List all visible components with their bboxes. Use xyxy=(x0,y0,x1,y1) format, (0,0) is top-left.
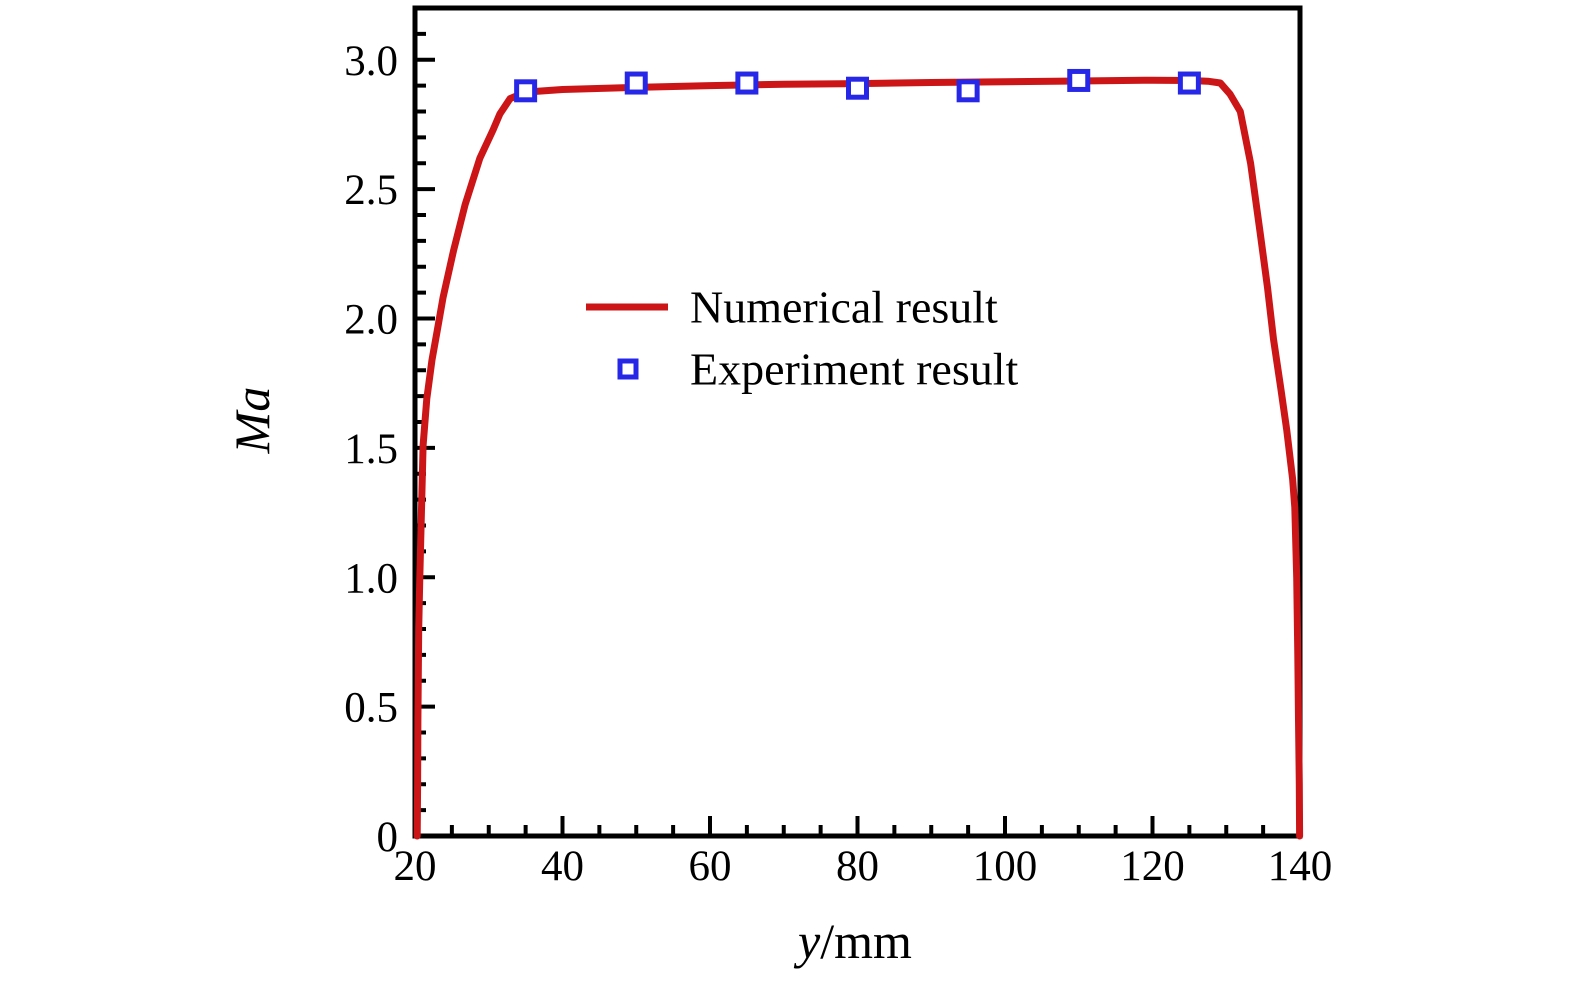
x-axis-label-variable: y xyxy=(793,913,821,969)
experiment-marker xyxy=(624,71,648,95)
y-tick-label: 3.0 xyxy=(344,38,398,85)
x-tick-labels: 20 40 60 80 100 120 140 xyxy=(394,843,1333,890)
legend-label-numerical: Numerical result xyxy=(690,282,998,333)
legend: Numerical result Experiment result xyxy=(586,282,1019,395)
experiment-marker xyxy=(1177,71,1201,95)
experiment-marker xyxy=(1067,68,1091,92)
legend-label-experiment: Experiment result xyxy=(690,344,1019,395)
x-minor-ticks xyxy=(449,825,1266,836)
experiment-marker xyxy=(735,71,759,95)
y-axis-label: Ma xyxy=(224,387,280,455)
x-tick-label: 60 xyxy=(689,843,732,890)
x-tick-label: 20 xyxy=(394,843,437,890)
experiment-marker xyxy=(956,79,980,103)
x-axis-label-unit: /mm xyxy=(820,913,912,969)
x-major-ticks xyxy=(413,816,1302,836)
x-tick-label: 140 xyxy=(1268,843,1333,890)
experiment-result-markers xyxy=(514,68,1201,103)
experiment-marker xyxy=(846,76,869,100)
experiment-marker xyxy=(514,79,538,103)
y-tick-labels: 0 0.5 1.0 1.5 2.0 2.5 3.0 xyxy=(344,38,398,861)
numerical-result-line xyxy=(413,76,1304,840)
y-tick-label: 2.5 xyxy=(344,167,398,214)
y-tick-label: 1.0 xyxy=(344,555,398,602)
legend-square-sample xyxy=(617,358,639,380)
y-tick-label: 0 xyxy=(377,814,399,861)
x-axis-label: y/mm xyxy=(793,913,912,969)
y-tick-label: 0.5 xyxy=(344,685,398,732)
plot-frame xyxy=(412,5,1303,839)
x-tick-label: 80 xyxy=(836,843,879,890)
x-tick-label: 40 xyxy=(541,843,584,890)
x-tick-label: 100 xyxy=(973,843,1038,890)
y-tick-label: 1.5 xyxy=(344,426,398,473)
x-tick-label: 120 xyxy=(1120,843,1185,890)
y-tick-label: 2.0 xyxy=(344,297,398,344)
